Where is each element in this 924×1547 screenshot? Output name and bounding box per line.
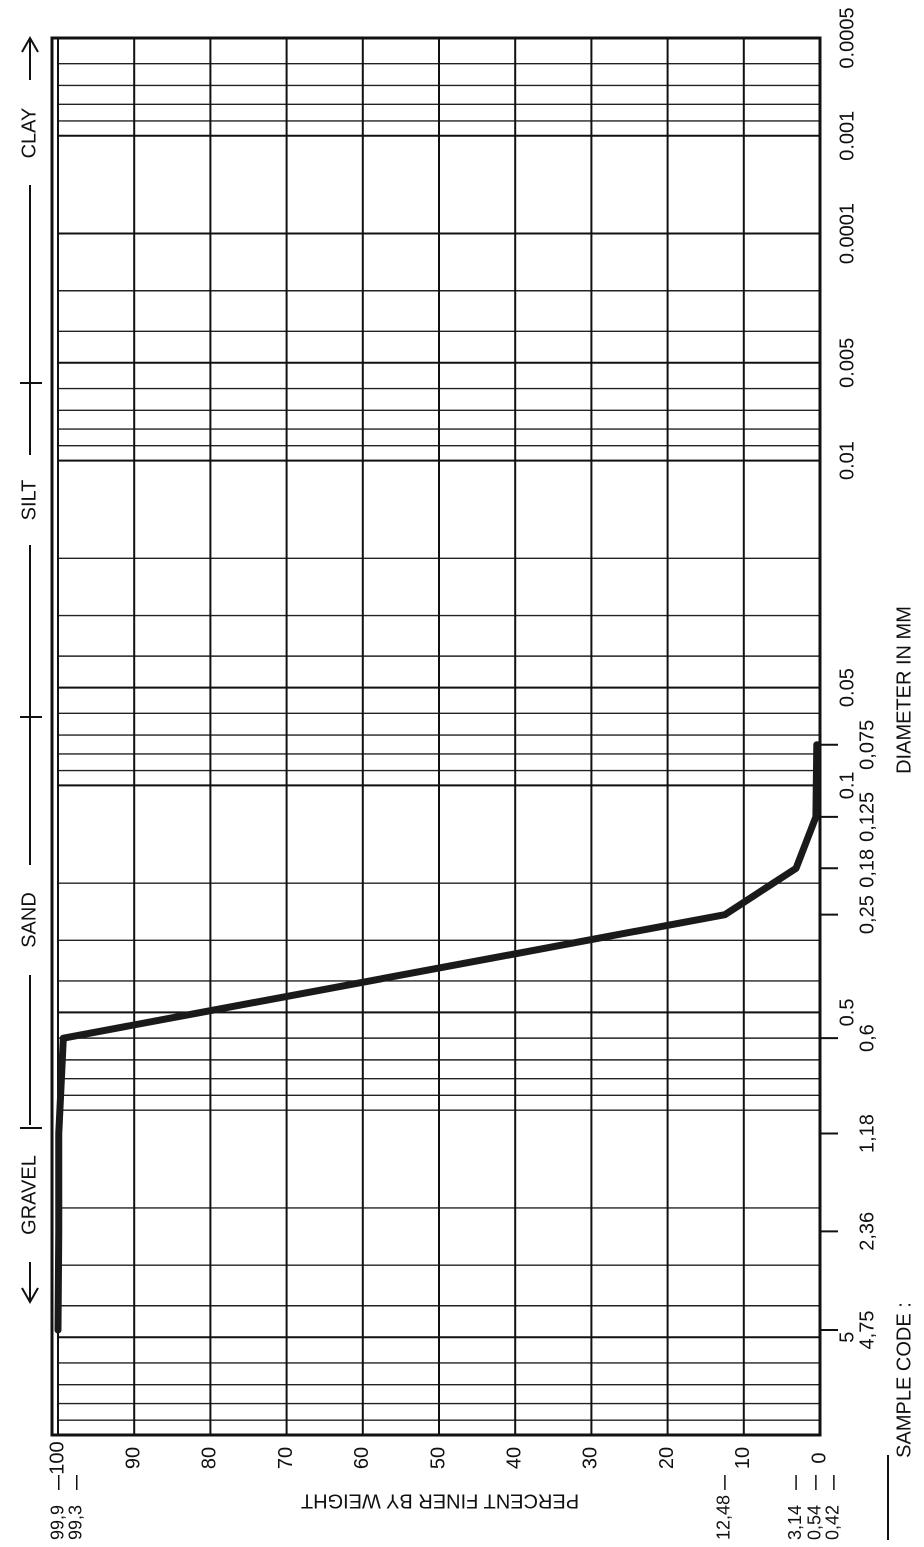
value-label: 99,3 bbox=[66, 1505, 86, 1540]
sieve-label: 0,25 bbox=[856, 895, 878, 934]
y-tick-label: 40 bbox=[503, 1447, 525, 1469]
x-tick-label: 0.0005 bbox=[836, 7, 858, 68]
y-tick-label: 50 bbox=[427, 1447, 449, 1469]
y-tick-label: 70 bbox=[275, 1447, 297, 1469]
y-tick-label: 10 bbox=[732, 1447, 754, 1469]
x-tick-label: 0.1 bbox=[836, 771, 858, 799]
value-label: 3,14 bbox=[785, 1505, 805, 1540]
sieve-label: 2,36 bbox=[856, 1212, 878, 1251]
sieve-label: 4,75 bbox=[856, 1311, 878, 1350]
zone-label: GRAVEL bbox=[18, 1155, 40, 1235]
y-tick-label: 100 bbox=[46, 1441, 68, 1474]
zone-label: SILT bbox=[18, 480, 40, 521]
value-label: 0,54 bbox=[805, 1505, 825, 1540]
y-tick-label: 90 bbox=[122, 1447, 144, 1469]
x-tick-label: 5 bbox=[836, 1332, 858, 1343]
y-tick-label: 20 bbox=[656, 1447, 678, 1469]
x-tick-label: 0.001 bbox=[836, 111, 858, 161]
y-tick-label: 60 bbox=[351, 1447, 373, 1469]
x-axis-title: DIAMETER IN MM bbox=[893, 606, 915, 774]
sieve-label: 0,125 bbox=[856, 792, 878, 842]
x-tick-label: 0.5 bbox=[836, 999, 858, 1027]
zone-label: SAND bbox=[18, 892, 40, 948]
value-label: 0,42 bbox=[823, 1505, 843, 1540]
y-tick-label: 0 bbox=[808, 1452, 830, 1463]
y-tick-label: 30 bbox=[580, 1447, 602, 1469]
y-axis-title: PERCENT FINER BY WEIGHT bbox=[301, 1490, 579, 1512]
x-tick-label: 0.01 bbox=[836, 441, 858, 480]
plot-border bbox=[52, 38, 820, 1435]
sample-code-label: SAMPLE CODE : bbox=[893, 1302, 915, 1458]
sieve-label: 0,6 bbox=[856, 1024, 878, 1052]
x-tick-label: 0.05 bbox=[836, 668, 858, 707]
zone-markers bbox=[20, 38, 888, 1540]
sieve-label: 0,18 bbox=[856, 849, 878, 888]
chart: CLAY SILT SAND GRAVEL DIAMETER IN MM SAM… bbox=[0, 0, 924, 1547]
sieve-label: 1,18 bbox=[856, 1114, 878, 1153]
value-label: 99,9 bbox=[48, 1505, 68, 1540]
zone-label: CLAY bbox=[18, 108, 40, 159]
y-tick-label: 80 bbox=[199, 1447, 221, 1469]
value-label: 12,48 bbox=[714, 1495, 734, 1540]
grading-curve bbox=[58, 745, 817, 1330]
x-tick-label: 0.0001 bbox=[836, 203, 858, 264]
x-tick-label: 0.005 bbox=[836, 338, 858, 388]
sieve-label: 0,075 bbox=[856, 720, 878, 770]
